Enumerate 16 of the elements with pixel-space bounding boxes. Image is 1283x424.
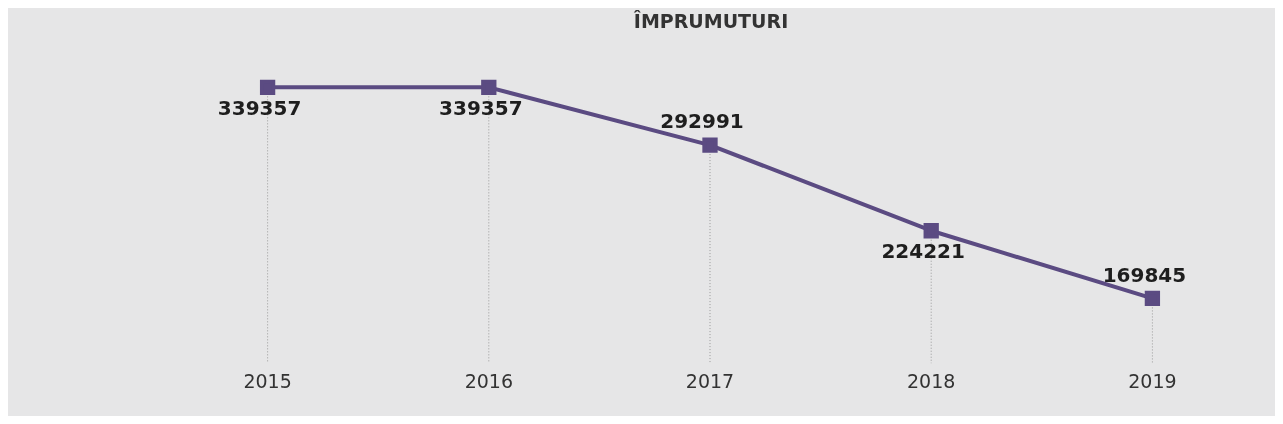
data-label: 224221 (881, 238, 965, 263)
point (481, 79, 497, 96)
x-tick-label: 2018 (907, 369, 956, 392)
point (259, 79, 276, 96)
x-tick-label: 2017 (685, 369, 735, 392)
x-tick-label: 2015 (243, 369, 292, 392)
x-tick-label: 2016 (464, 369, 513, 392)
data-label: 292991 (660, 109, 744, 134)
point (923, 223, 939, 239)
point (702, 137, 718, 153)
data-label: 169845 (1102, 262, 1187, 287)
chart-title: ÎMPRUMUTURI (633, 10, 789, 33)
data-label: 339357 (217, 95, 302, 120)
x-tick-label: 2019 (1128, 369, 1177, 392)
point (1144, 290, 1161, 307)
data-label: 339357 (439, 95, 523, 120)
